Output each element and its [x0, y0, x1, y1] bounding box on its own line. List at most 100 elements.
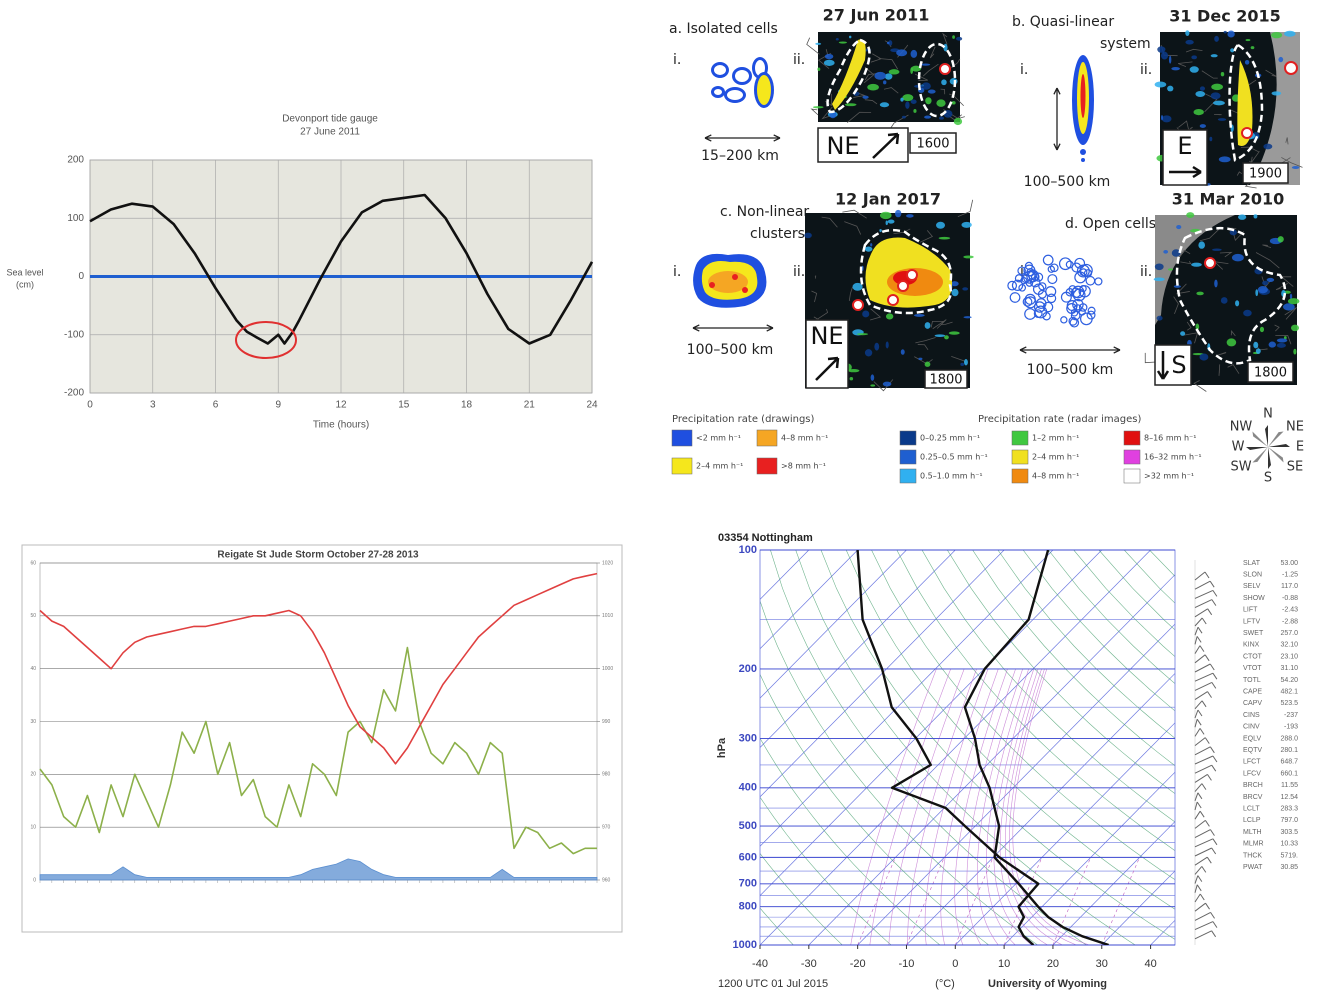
system-outline — [1175, 226, 1287, 365]
open-cell — [1024, 308, 1036, 320]
open-cell — [1017, 266, 1026, 276]
location-marker — [939, 63, 951, 75]
index-name: MLTH — [1243, 829, 1262, 836]
echo — [896, 49, 908, 57]
coastline — [930, 320, 945, 328]
echo — [1163, 249, 1169, 254]
direction-box: NE — [817, 127, 909, 163]
echo — [1255, 289, 1259, 297]
dry-adiabat — [760, 796, 892, 945]
barb-flag — [1201, 700, 1207, 708]
index-value: 54.20 — [1280, 677, 1298, 684]
index-name: LCLP — [1243, 817, 1261, 824]
barb — [1194, 608, 1208, 618]
y-tick-label: 30 — [30, 719, 36, 725]
echo — [951, 101, 956, 105]
echo — [906, 214, 914, 218]
index-name: EQLV — [1243, 735, 1261, 742]
barb-flag — [1199, 893, 1205, 901]
y2-tick-label: 960 — [602, 877, 611, 883]
index-value: 660.1 — [1280, 770, 1298, 777]
legend-swatch — [1011, 449, 1029, 465]
y-tick-label: 400 — [739, 782, 757, 794]
echo — [902, 94, 914, 102]
echo — [1198, 241, 1206, 249]
isotherm — [1101, 870, 1175, 945]
coastline — [917, 344, 929, 351]
y-tick-label: 200 — [67, 155, 84, 166]
direction-frame — [1162, 129, 1208, 186]
echo — [925, 97, 932, 105]
barb-flag — [1207, 774, 1212, 781]
legend-label: 16–32 mm h⁻¹ — [1144, 453, 1202, 462]
isotherm — [760, 550, 1151, 945]
echo — [953, 117, 963, 126]
coastline — [1219, 251, 1233, 258]
time-frame — [1242, 162, 1289, 184]
coastline — [942, 32, 948, 45]
barb — [1194, 810, 1201, 820]
y-tick-label: 800 — [739, 901, 757, 913]
panel-title: d. Open cells — [1065, 216, 1156, 232]
echo — [1154, 263, 1164, 271]
x-tick-label: -20 — [850, 958, 866, 970]
open-cell — [1024, 296, 1037, 309]
coastline — [915, 337, 936, 344]
echo — [1154, 81, 1167, 88]
cluster-red — [709, 282, 715, 288]
x-tick-label: 12 — [335, 400, 347, 411]
barb-flag — [1199, 645, 1205, 652]
barb-flag — [1204, 820, 1210, 827]
echo — [1212, 248, 1222, 251]
system-outline — [826, 38, 871, 114]
dry-adiabat — [760, 907, 794, 945]
coastline — [1186, 321, 1192, 331]
panel-title: clusters — [750, 226, 805, 242]
cell-core — [735, 70, 749, 82]
scale-label: 100–500 km — [1027, 362, 1114, 378]
open-cell — [1094, 277, 1103, 286]
direction-label: NE — [826, 132, 859, 160]
barb-flag — [1199, 810, 1205, 818]
coastline — [1255, 252, 1280, 269]
legend-swatch — [756, 429, 778, 447]
index-value: 5719. — [1280, 852, 1298, 859]
open-cell — [1021, 274, 1031, 284]
open-cell — [1068, 285, 1077, 294]
open-cell — [1085, 275, 1096, 286]
index-value: -2.43 — [1282, 607, 1298, 614]
coastline — [940, 88, 946, 95]
area — [39, 858, 598, 881]
barb-flag — [1211, 599, 1217, 606]
echo — [1243, 309, 1252, 317]
coastline — [1230, 330, 1236, 337]
echo — [1253, 341, 1259, 349]
legend-label: 0.25–0.5 mm h⁻¹ — [920, 453, 988, 462]
cell-core — [727, 90, 743, 100]
drawing-label: i. — [673, 52, 681, 68]
x-tick-label: -30 — [801, 958, 817, 970]
x-tick-label: -40 — [752, 958, 768, 970]
coastline — [816, 308, 829, 321]
echo — [1161, 115, 1164, 121]
barb-flag — [1205, 902, 1210, 910]
legend-label: 8–16 mm h⁻¹ — [1144, 434, 1196, 443]
echo — [1268, 341, 1276, 348]
y-tick-label: 500 — [739, 820, 757, 832]
echo — [1171, 67, 1180, 71]
storm-drawing — [711, 57, 774, 108]
barb — [1194, 627, 1199, 636]
isotherm — [760, 550, 907, 699]
system-core — [832, 39, 866, 110]
arrow-head — [1113, 346, 1121, 354]
background-lines — [760, 550, 1175, 945]
index-name: KINX — [1243, 642, 1260, 649]
y-tick-label: 50 — [30, 613, 36, 619]
coastline — [1285, 137, 1289, 145]
barb — [1194, 783, 1203, 792]
open-cell — [1068, 316, 1078, 326]
y2-tick-label: 1020 — [602, 560, 613, 566]
location-marker — [906, 269, 918, 281]
dry-adiabat — [947, 550, 1175, 794]
echo — [852, 282, 863, 291]
